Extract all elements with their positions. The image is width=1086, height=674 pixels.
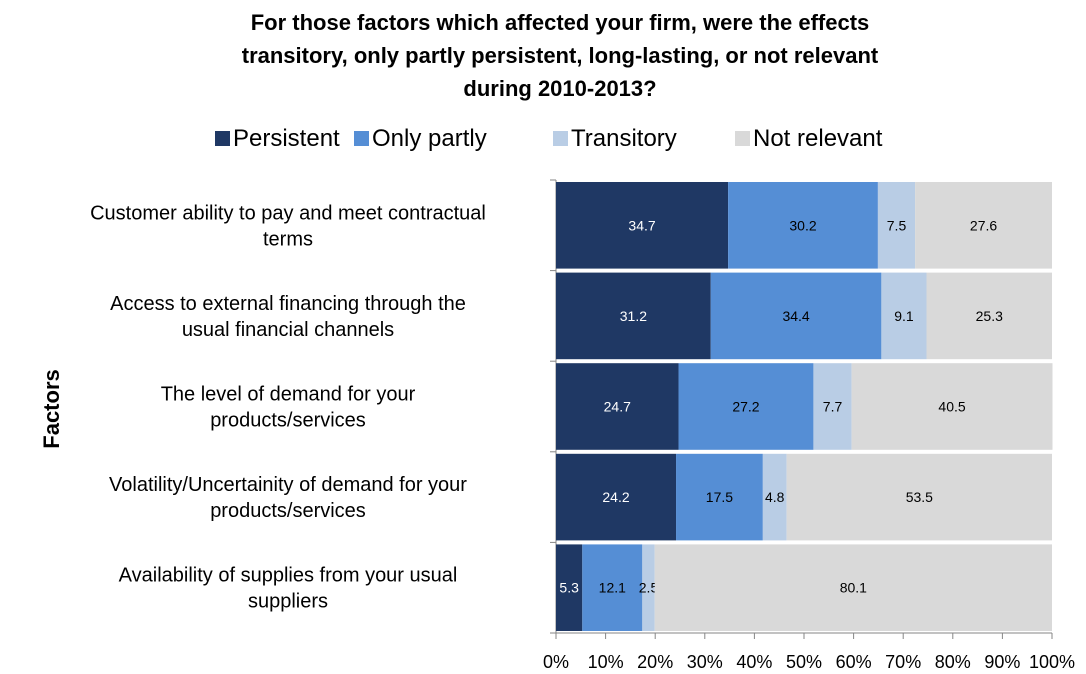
x-tick-label: 100% [1029, 652, 1075, 672]
bar-segment [762, 453, 787, 541]
x-axis-tick-labels: 0% 10% 20% 30% 40% 50% 60% 70% 80% 90% 100% [543, 652, 1075, 672]
chart-title: For those factors which affected your fi… [242, 10, 879, 101]
bar-segment [786, 453, 1052, 541]
legend-swatch [553, 131, 568, 146]
category-label-line: Volatility/Uncertainity of demand for yo… [109, 474, 467, 496]
legend-entry: Only partly [354, 125, 487, 152]
bar-segment [926, 272, 1052, 360]
x-tick-label: 50% [786, 652, 822, 672]
x-tick-label: 30% [687, 652, 723, 672]
bar-segment [556, 544, 583, 631]
category-label-line: suppliers [248, 591, 328, 613]
data-label: 24.7 [604, 399, 631, 415]
legend-swatch [354, 131, 369, 146]
x-tick-label: 90% [984, 652, 1020, 672]
x-tick-label: 20% [637, 652, 673, 672]
legend-entry: Persistent [215, 125, 340, 152]
bar-segment [556, 363, 679, 450]
legend-label: Transitory [571, 125, 677, 152]
x-tick-label: 80% [935, 652, 971, 672]
bar-segment [654, 544, 1052, 631]
plot-area: 34.7 30.2 7.5 27.6 31.2 34.4 9.1 25.3 24.7 27.2 7.… [550, 179, 1053, 639]
data-label: 80.1 [840, 580, 867, 596]
chart-title-line-2: transitory, only partly persistent, long… [242, 43, 879, 68]
category-label: Volatility/Uncertainity of demand for yo… [109, 474, 467, 522]
category-label-line: terms [263, 228, 313, 250]
category-labels: Customer ability to pay and meet contrac… [90, 202, 486, 612]
bar-segment [877, 182, 916, 269]
bar-segment [556, 272, 711, 360]
data-label: 31.2 [620, 308, 647, 324]
legend-label: Not relevant [753, 125, 883, 152]
legend-swatch [215, 131, 230, 146]
data-label: 27.2 [732, 399, 759, 415]
bar-segment [915, 182, 1052, 269]
data-label: 7.5 [887, 217, 907, 233]
data-label: 53.5 [906, 489, 933, 505]
data-label: 40.5 [938, 399, 965, 415]
y-axis-title: Factors [39, 369, 64, 448]
legend-swatch [735, 131, 750, 146]
bar-segment [556, 182, 729, 269]
category-label-line: Availability of supplies from your usual [119, 565, 458, 587]
category-label: Customer ability to pay and meet contrac… [90, 202, 486, 250]
data-label: 9.1 [894, 308, 914, 324]
x-tick-label: 0% [543, 652, 569, 672]
bar-segment [676, 453, 763, 541]
category-label-line: The level of demand for your [161, 384, 416, 406]
data-label: 4.8 [765, 489, 785, 505]
x-tick-label: 40% [736, 652, 772, 672]
bar-segment [582, 544, 643, 631]
category-label: The level of demand for your products/ser… [161, 384, 416, 432]
data-label: 7.7 [823, 399, 843, 415]
x-tick-label: 60% [836, 652, 872, 672]
x-tick-label: 70% [885, 652, 921, 672]
category-label-line: usual financial channels [182, 319, 394, 341]
category-label: Availability of supplies from your usual… [119, 565, 458, 613]
legend: Persistent Only partly Transitory Not relev… [215, 125, 883, 152]
chart-title-line-1: For those factors which affected your fi… [251, 10, 870, 35]
data-label: 2.5 [639, 580, 659, 596]
data-label: 24.2 [602, 489, 629, 505]
bar-segment [851, 363, 1053, 450]
data-label: 34.4 [782, 308, 809, 324]
data-label: 25.3 [976, 308, 1003, 324]
x-tick-label: 10% [588, 652, 624, 672]
data-label: 34.7 [628, 217, 655, 233]
bar-segment [710, 272, 882, 360]
bar-segment [881, 272, 927, 360]
data-label: 27.6 [970, 217, 997, 233]
legend-label: Persistent [233, 125, 340, 152]
data-label: 17.5 [706, 489, 733, 505]
chart-title-line-3: during 2010-2013? [463, 76, 656, 101]
bar-segment [556, 453, 677, 541]
data-label: 12.1 [599, 580, 626, 596]
legend-label: Only partly [372, 125, 487, 152]
category-label-line: Access to external financing through the [110, 293, 466, 315]
data-label: 5.3 [559, 580, 579, 596]
category-label-line: products/services [210, 410, 366, 432]
category-label-line: products/services [210, 500, 366, 522]
bar-segment [813, 363, 852, 450]
data-label: 30.2 [789, 217, 816, 233]
legend-entry: Not relevant [735, 125, 883, 152]
bar-segment [728, 182, 878, 269]
bar-segment [642, 544, 655, 631]
category-label-line: Customer ability to pay and meet contrac… [90, 202, 486, 224]
category-label: Access to external financing through the… [110, 293, 466, 341]
legend-entry: Transitory [553, 125, 677, 152]
bar-segment [678, 363, 814, 450]
